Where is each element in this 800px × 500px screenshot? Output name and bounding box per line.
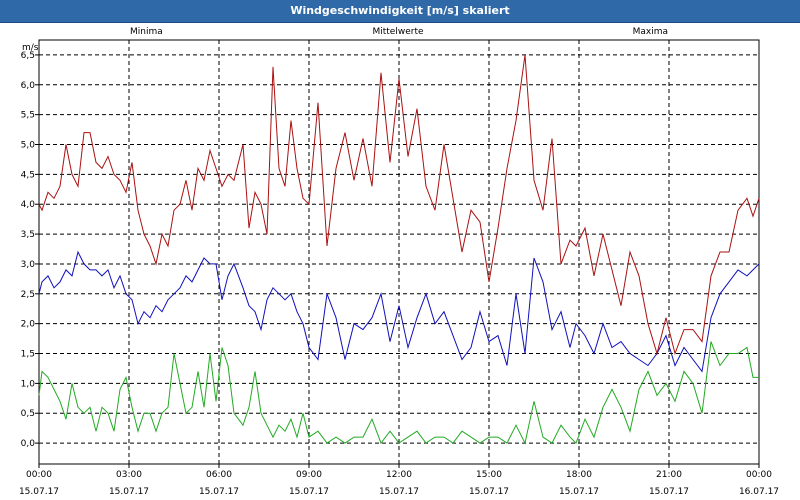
x-tick-time-label: 18:00 [566,470,592,480]
series-line-mittelwerte [38,250,760,373]
series-line-maxima [38,54,760,356]
x-tick-date-label: 15.07.17 [109,487,149,497]
x-tick-time-label: 00:00 [746,470,772,480]
y-axis-unit-label: m/s [22,43,39,53]
y-tick-label: 1,0 [21,379,36,389]
series-line-minima [38,341,759,445]
legend-minima: Minima [130,27,163,37]
y-tick-label: 1,5 [21,350,35,360]
legend-maxima: Maxima [633,27,668,37]
window-titlebar: Windgeschwindigkeit [m/s] skaliert [0,0,800,23]
x-tick-time-label: 03:00 [116,470,142,480]
x-tick-time-label: 06:00 [206,470,232,480]
y-tick-label: 6,0 [21,81,36,91]
y-tick-label: 5,5 [21,111,35,121]
y-tick-label: 3,5 [21,230,35,240]
y-tick-label: 5,0 [21,141,36,151]
x-tick-time-label: 21:00 [656,470,682,480]
legend: Minima Mittelwerte Maxima [130,27,668,37]
grid [39,40,759,464]
x-axis: 00:00 15.07.17 03:00 15.07.17 06:00 15.07.17 0… [19,464,779,497]
wind-speed-chart: 0,0 0,5 1,0 1,5 2,0 2,5 3,0 3,5 4,0 4,5 5,0 5,5 6,0 6… [19,27,779,497]
x-tick-date-label: 15.07.17 [19,487,59,497]
y-tick-label: 3,0 [21,260,36,270]
y-tick-label: 0,0 [21,439,36,449]
x-tick-date-label: 15.07.17 [289,487,329,497]
x-tick-date-label: 15.07.17 [559,487,599,497]
x-tick-date-label: 15.07.17 [649,487,689,497]
y-tick-label: 4,0 [21,200,36,210]
y-tick-label: 2,5 [21,290,35,300]
y-tick-label: 0,5 [21,409,35,419]
x-tick-time-label: 15:00 [476,470,502,480]
series-lines [38,54,760,445]
legend-mittelwerte: Mittelwerte [372,27,423,37]
y-tick-label: 4,5 [21,170,35,180]
x-tick-date-label: 15.07.17 [199,487,239,497]
x-tick-time-label: 12:00 [386,470,412,480]
y-tick-label: 6,5 [21,51,35,61]
x-tick-date-label: 16.07.17 [739,487,779,497]
x-tick-date-label: 15.07.17 [379,487,419,497]
y-tick-label: 2,0 [21,320,36,330]
window-title: Windgeschwindigkeit [m/s] skaliert [290,4,510,17]
x-tick-date-label: 15.07.17 [469,487,509,497]
x-tick-time-label: 09:00 [296,470,322,480]
y-axis: 0,0 0,5 1,0 1,5 2,0 2,5 3,0 3,5 4,0 4,5 5,0 5,5 6,0 6… [21,51,39,449]
x-tick-time-label: 00:00 [26,470,52,480]
